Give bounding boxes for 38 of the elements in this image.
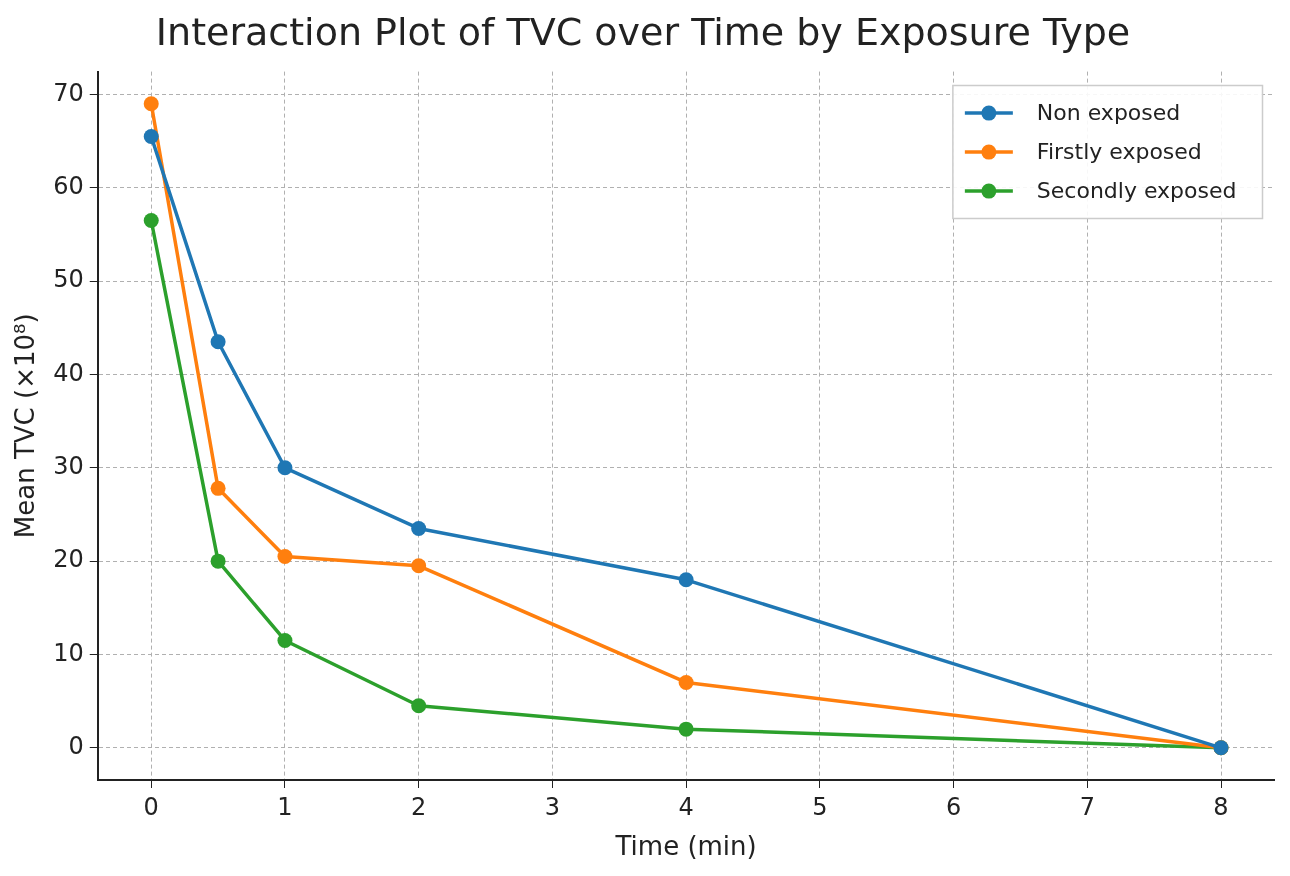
x-tick-label: 5 [812, 792, 828, 821]
y-tick-label: 0 [68, 732, 84, 761]
point [411, 558, 427, 574]
y-tick-label: 20 [53, 545, 84, 574]
point [143, 128, 159, 144]
x-tick-label: 8 [1213, 792, 1229, 821]
point [210, 334, 226, 350]
point [143, 212, 159, 228]
y-tick-label: 10 [53, 638, 84, 667]
point [277, 460, 293, 476]
x-tick-label: 2 [411, 792, 427, 821]
y-tick-label: 60 [53, 172, 84, 201]
x-tick-label: 6 [945, 792, 962, 821]
point [411, 698, 427, 714]
point [143, 96, 159, 112]
x-axis-title: Time (min) [614, 831, 757, 862]
legend-label: Non exposed [1036, 99, 1181, 125]
y-tick-label: 40 [53, 358, 84, 387]
y-tick-label: 30 [53, 452, 84, 481]
legend-label: Secondly exposed [1036, 177, 1237, 203]
point [411, 520, 427, 536]
point [678, 674, 694, 690]
point [210, 480, 226, 496]
y-tick-label: 70 [53, 78, 84, 107]
x-tick-label: 3 [544, 792, 561, 821]
x-tick-label: 7 [1079, 792, 1095, 821]
y-tick-label: 50 [53, 265, 84, 294]
point [277, 548, 293, 564]
point [277, 632, 293, 648]
point [210, 553, 226, 569]
x-tick-label: 1 [277, 792, 293, 821]
chart-title: Interaction Plot of TVC over Time by Exposure Type [155, 9, 1131, 54]
x-tick-label: 0 [143, 792, 159, 821]
y-axis-title: Mean TVC (×10⁸) [10, 313, 41, 539]
x-tick-label: 4 [678, 792, 694, 821]
point [678, 721, 694, 737]
point [678, 572, 694, 588]
legend-label: Firstly exposed [1036, 138, 1202, 164]
